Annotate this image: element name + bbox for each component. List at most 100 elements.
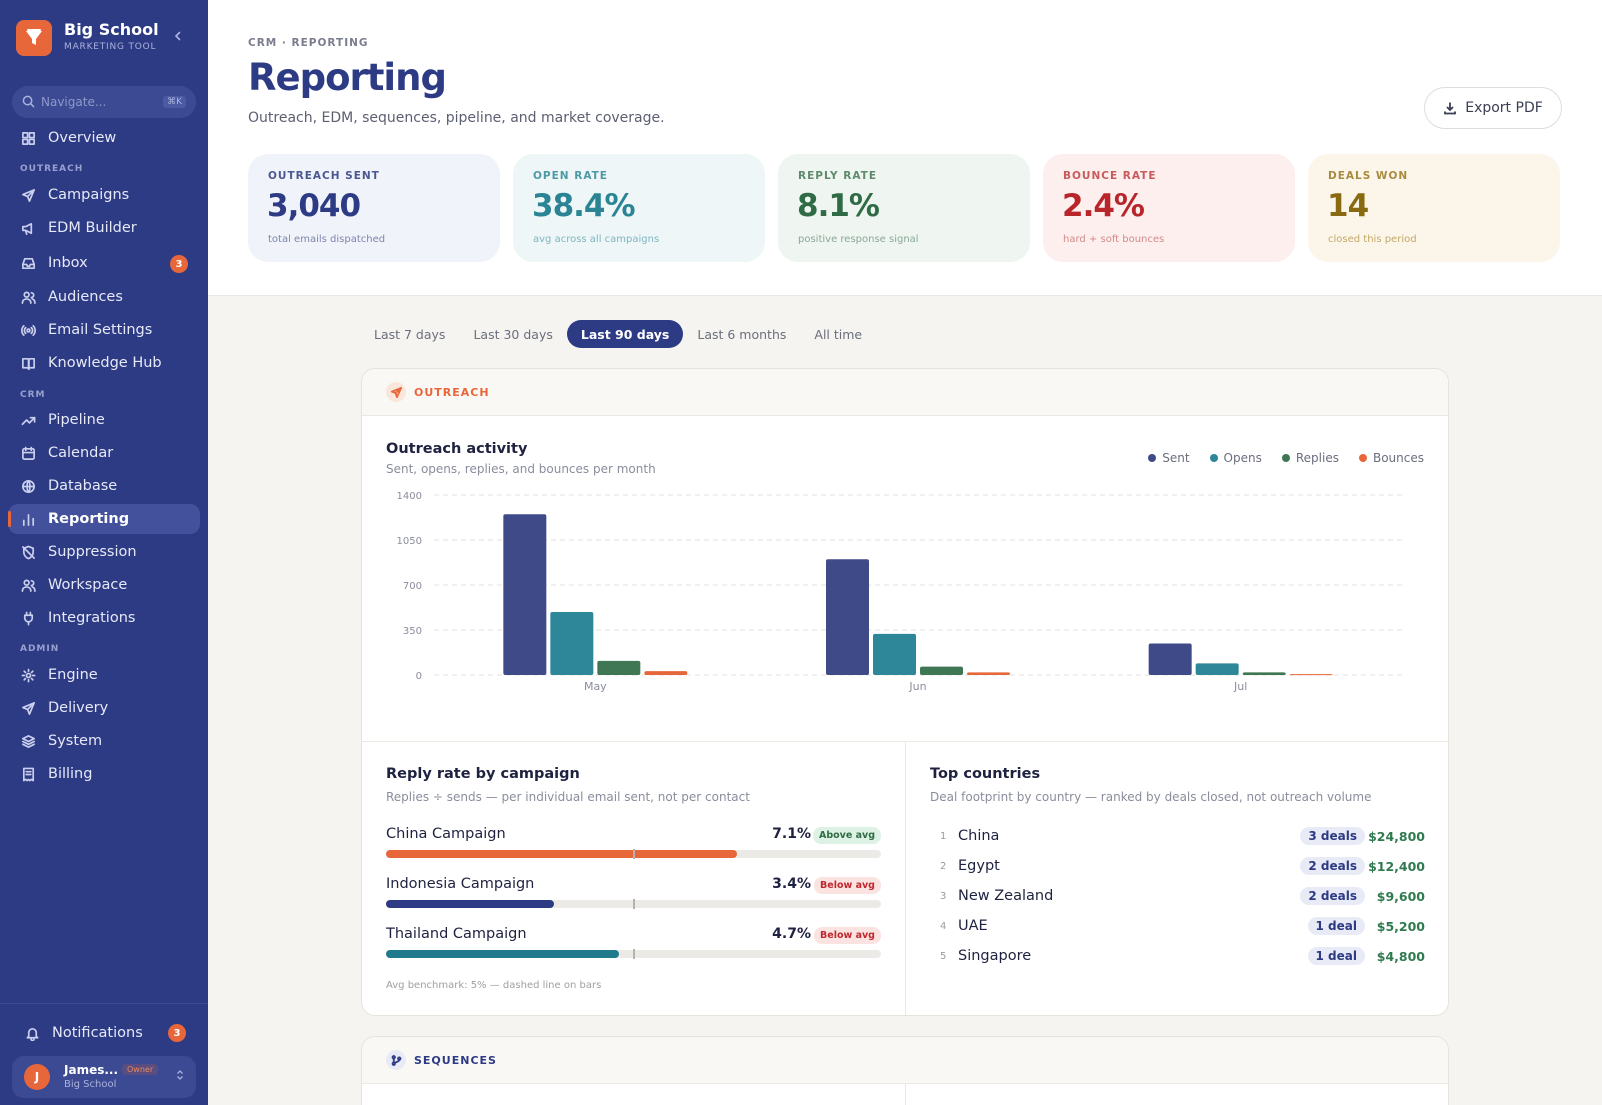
campaign-row[interactable]: Thailand Campaign 4.7% Below avg [386,926,881,966]
range-tab-all-time[interactable]: All time [814,326,863,342]
campaign-rate: 7.1% [772,826,811,842]
campaign-row[interactable]: Indonesia Campaign 3.4% Below avg [386,876,881,916]
country-rank: 1 [940,831,947,842]
sidebar-item-label: Engine [48,667,98,683]
bar-sent-may [503,514,547,675]
megaphone-icon [20,220,36,236]
country-row[interactable]: 1 China 3 deals $24,800 [930,826,1425,850]
panel-divider [905,1084,906,1105]
top-countries-subtitle: Deal footprint by country — ranked by de… [930,790,1372,804]
plug-icon [20,610,36,626]
country-row[interactable]: 3 New Zealand 2 deals $9,600 [930,886,1425,910]
country-row[interactable]: 2 Egypt 2 deals $12,400 [930,856,1425,880]
sidebar-item-calendar[interactable]: Calendar [8,438,200,468]
legend-item-replies[interactable]: Replies [1281,451,1339,465]
sidebar-item-knowledge-hub[interactable]: Knowledge Hub [8,348,200,378]
benchmark-badge: Below avg [814,877,881,894]
sidebar-item-label: Workspace [48,577,128,593]
user-menu[interactable]: J James... Owner Big School [12,1056,196,1098]
legend-item-bounces[interactable]: Bounces [1358,451,1424,465]
navigate-search[interactable]: ⌘K [12,86,196,118]
sidebar-item-database[interactable]: Database [8,471,200,501]
top-countries-title: Top countries [930,766,1041,782]
page-subtitle: Outreach, EDM, sequences, pipeline, and … [248,110,665,126]
user-name: James... [64,1063,119,1077]
sidebar-item-reporting[interactable]: Reporting [8,504,200,534]
sidebar-item-workspace[interactable]: Workspace [8,570,200,600]
kpi-card-reply-rate: REPLY RATE 8.1% positive response signal [778,154,1030,262]
country-name: UAE [958,918,988,934]
bar-bounces-jun [967,672,1010,675]
campaign-row[interactable]: China Campaign 7.1% Above avg [386,826,881,866]
bar-opens-jul [1195,663,1239,675]
section-label-outreach: OUTREACH [20,164,84,174]
sidebar-item-suppression[interactable]: Suppression [8,537,200,567]
bar-replies-jul [1242,672,1286,675]
role-badge: Owner [122,1064,159,1075]
range-tab-last-6-months[interactable]: Last 6 months [697,326,787,342]
section-label-admin: ADMIN [20,644,60,654]
x-tick-label: Jul [1233,680,1247,693]
deals-badge: 1 deal [1307,947,1365,965]
legend-label: Replies [1295,451,1339,465]
y-tick-label: 1400 [397,491,422,502]
sidebar-item-email-settings[interactable]: Email Settings [8,315,200,345]
notifications-button[interactable]: Notifications 3 [12,1018,196,1048]
deal-amount: $4,800 [1376,949,1425,964]
campaign-bar-fill [386,850,738,858]
users-icon [20,289,36,305]
benchmark-note: Avg benchmark: 5% — dashed line on bars [386,980,602,991]
bar-opens-may [550,612,594,675]
country-name: China [958,828,1000,844]
range-tab-last-30-days[interactable]: Last 30 days [473,326,553,342]
section-label: SEQUENCES [414,1053,497,1067]
x-tick-label: May [584,680,607,693]
range-tab-last-7-days[interactable]: Last 7 days [374,326,446,342]
sidebar-item-overview[interactable]: Overview [8,123,200,153]
brand[interactable]: Big School MARKETING TOOL [16,18,192,58]
campaign-name: Thailand Campaign [386,926,527,942]
sidebar-item-audiences[interactable]: Audiences [8,282,200,312]
deal-amount: $5,200 [1376,919,1425,934]
download-icon [1444,102,1457,115]
sidebar-item-label: Billing [48,766,93,782]
sidebar-item-delivery[interactable]: Delivery [8,693,200,723]
sidebar-item-engine[interactable]: Engine [8,660,200,690]
sidebar-item-billing[interactable]: Billing [8,759,200,789]
user-org: Big School [64,1079,117,1090]
sidebar-item-campaigns[interactable]: Campaigns [8,180,200,210]
collapse-sidebar-icon[interactable] [172,30,186,44]
sidebar-item-label: Suppression [48,544,137,560]
section-label: OUTREACH [414,385,490,399]
benchmark-badge: Above avg [812,827,881,844]
sidebar-item-pipeline[interactable]: Pipeline [8,405,200,435]
sidebar-item-label: Inbox [48,255,88,271]
legend-item-sent[interactable]: Sent [1148,451,1190,465]
range-tab-last-90-days[interactable]: Last 90 days [566,320,684,348]
country-row[interactable]: 5 Singapore 1 deal $4,800 [930,946,1425,970]
country-row[interactable]: 4 UAE 1 deal $5,200 [930,916,1425,940]
sidebar: Big School MARKETING TOOL ⌘K Overview OU… [0,0,208,1105]
export-pdf-button[interactable]: Export PDF [1424,87,1562,129]
legend-item-opens[interactable]: Opens [1209,451,1262,465]
search-input[interactable] [41,95,164,109]
bar-sent-jul [1148,643,1192,675]
y-tick-label: 1050 [397,536,422,547]
campaign-name: Indonesia Campaign [386,876,535,892]
sidebar-item-label: Integrations [48,610,136,626]
sidebar-item-system[interactable]: System [8,726,200,756]
sidebar-item-integrations[interactable]: Integrations [8,603,200,633]
sidebar-item-edm-builder[interactable]: EDM Builder [8,213,200,243]
outreach-detail-panels: Reply rate by campaign Replies ÷ sends —… [362,741,1448,1015]
notifications-count-badge: 3 [168,1024,186,1042]
reply-rate-subtitle: Replies ÷ sends — per individual email s… [386,790,750,804]
country-rank: 3 [940,891,947,902]
brand-name: Big School [64,20,159,39]
panel-divider [905,742,906,1015]
outreach-card-header: OUTREACH [362,369,1448,416]
sidebar-item-inbox[interactable]: Inbox 3 [8,248,200,278]
sidebar-item-label: Reporting [48,511,130,527]
kpi-value: 38.4% [532,188,636,224]
kpi-label: BOUNCE RATE [1063,170,1157,182]
deal-amount: $12,400 [1368,859,1425,874]
